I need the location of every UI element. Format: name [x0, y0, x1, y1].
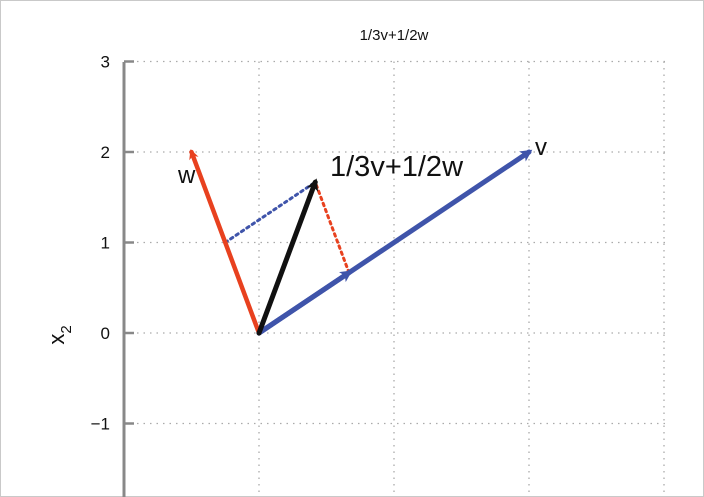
- y-axis-label-main: x: [44, 334, 69, 345]
- y-tick-label: 1: [101, 234, 110, 253]
- guide-lines: [223, 180, 351, 275]
- y-tick-label: 0: [101, 324, 110, 343]
- y-axis-label-subscript: 2: [58, 325, 75, 333]
- y-ticks: 3 2 1 0 −1: [91, 53, 134, 434]
- w-half-guide-line: [223, 180, 317, 244]
- chart-title: 1/3v+1/2w: [360, 27, 429, 44]
- vector-label-v: v: [535, 134, 547, 161]
- vector-label-sum: 1/3v+1/2w: [330, 151, 464, 183]
- vector-w: [189, 149, 262, 336]
- vectors: [189, 149, 533, 336]
- y-tick-label: −1: [91, 415, 110, 434]
- vector-label-w: w: [177, 162, 196, 189]
- vector-v-third: [256, 270, 353, 336]
- y-tick-label: 3: [101, 53, 110, 72]
- v-third-guide-line: [313, 180, 351, 275]
- y-tick-label: 2: [101, 143, 110, 162]
- vector-sum: [256, 178, 319, 336]
- y-axis-label: x2: [44, 325, 75, 344]
- grid: [124, 60, 665, 497]
